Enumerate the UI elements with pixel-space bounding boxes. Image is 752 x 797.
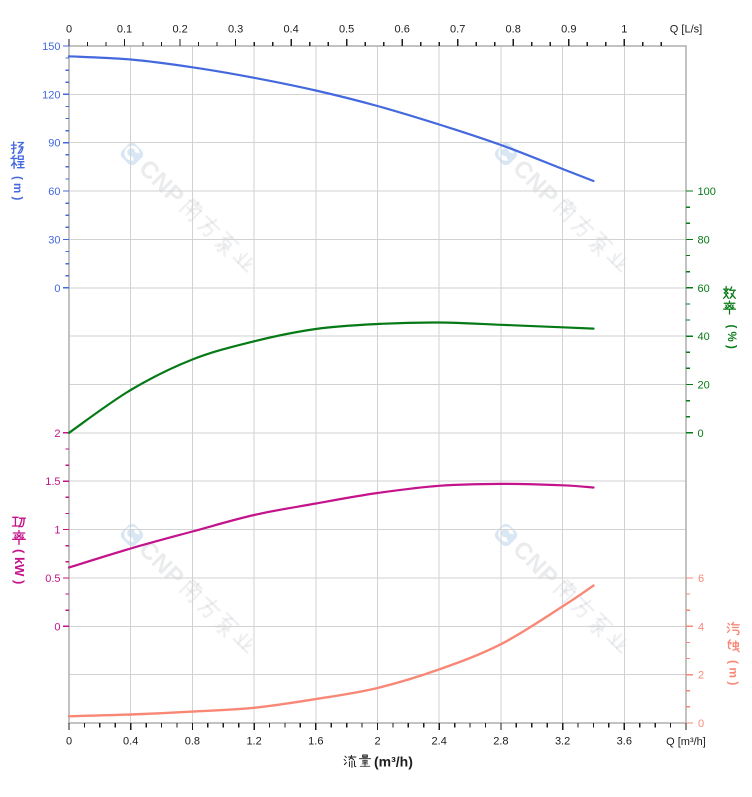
svg-text:Q [L/s]: Q [L/s] — [670, 24, 702, 36]
svg-text:0.4: 0.4 — [283, 24, 298, 36]
svg-text:0.8: 0.8 — [506, 24, 521, 36]
svg-text:0: 0 — [698, 428, 704, 440]
svg-text:0.4: 0.4 — [123, 736, 138, 748]
svg-text:0.9: 0.9 — [561, 24, 576, 36]
svg-text:1.2: 1.2 — [246, 736, 261, 748]
svg-text:0.5: 0.5 — [339, 24, 354, 36]
svg-text:0: 0 — [54, 621, 60, 633]
svg-text:0: 0 — [698, 718, 704, 730]
svg-text:0: 0 — [66, 736, 72, 748]
svg-text:120: 120 — [42, 89, 60, 101]
svg-text:0: 0 — [66, 24, 72, 36]
svg-text:40: 40 — [698, 331, 710, 343]
svg-text:1.6: 1.6 — [308, 736, 323, 748]
svg-text:80: 80 — [698, 234, 710, 246]
svg-text:0.6: 0.6 — [395, 24, 410, 36]
svg-text:2: 2 — [698, 670, 704, 682]
svg-text:( kW ): ( kW ) — [12, 549, 27, 584]
svg-text:150: 150 — [42, 41, 60, 53]
svg-text:0.7: 0.7 — [450, 24, 465, 36]
svg-text:2.8: 2.8 — [493, 736, 508, 748]
svg-text:6: 6 — [698, 573, 704, 585]
svg-text:0.1: 0.1 — [117, 24, 132, 36]
svg-text:2: 2 — [54, 428, 60, 440]
svg-text:2: 2 — [374, 736, 380, 748]
svg-text:3.2: 3.2 — [555, 736, 570, 748]
svg-text:60: 60 — [698, 283, 710, 295]
svg-text:(m³/h): (m³/h) — [374, 754, 413, 770]
svg-text:0.8: 0.8 — [185, 736, 200, 748]
svg-text:1: 1 — [54, 525, 60, 537]
svg-text:( % ): ( % ) — [725, 325, 737, 349]
svg-text:2.4: 2.4 — [432, 736, 447, 748]
svg-text:0: 0 — [54, 283, 60, 295]
svg-text:0.5: 0.5 — [45, 573, 60, 585]
svg-text:100: 100 — [698, 186, 716, 198]
svg-text:60: 60 — [48, 186, 60, 198]
svg-text:30: 30 — [48, 234, 60, 246]
svg-text:Q [m³/h]: Q [m³/h] — [666, 736, 706, 748]
svg-text:0.2: 0.2 — [172, 24, 187, 36]
svg-text:1: 1 — [621, 24, 627, 36]
svg-text:3.6: 3.6 — [617, 736, 632, 748]
svg-text:20: 20 — [698, 380, 710, 392]
svg-text:( m ): ( m ) — [11, 176, 23, 200]
svg-text:1.5: 1.5 — [45, 476, 60, 488]
svg-text:( m ): ( m ) — [727, 660, 741, 685]
svg-text:0.3: 0.3 — [228, 24, 243, 36]
svg-text:90: 90 — [48, 138, 60, 150]
svg-text:4: 4 — [698, 621, 704, 633]
